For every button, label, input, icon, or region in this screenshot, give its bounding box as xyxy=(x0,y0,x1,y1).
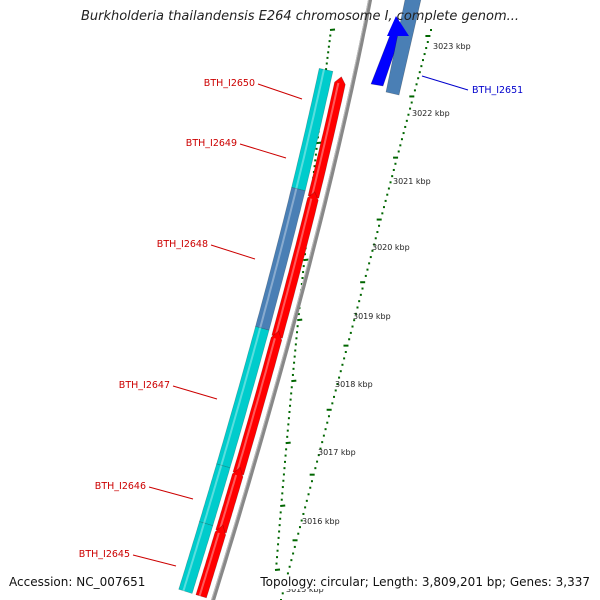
gene-label: BTH_I2647 xyxy=(119,380,170,391)
scale-ticks-layer: 3023 kbp 3022 kbp 3021 kbp 3020 kbp 3019 kbp… xyxy=(274,28,471,600)
scale-tick-label: 3021 kbp xyxy=(393,177,431,186)
scale-tick-label: 3017 kbp xyxy=(318,448,356,457)
feature-band-gloss xyxy=(182,522,206,592)
gene-leader-line xyxy=(148,486,194,500)
cds-arrow-gloss xyxy=(235,338,276,474)
scale-tick-label: 3018 kbp xyxy=(335,380,373,389)
feature-band xyxy=(178,521,214,594)
map-title: Burkholderia thailandensis E264 chromoso… xyxy=(80,9,520,24)
feature-band-gloss xyxy=(259,188,298,329)
gene-label: BTH_I2649 xyxy=(186,138,237,149)
gene-label-layer: BTH_I2651 BTH_I2650 BTH_I2649 BTH_I2648 BTH_… xyxy=(79,75,523,567)
gene-label: BTH_I2650 xyxy=(204,78,255,89)
scale-tick-label: 3015 kbp xyxy=(286,585,324,594)
scale-tick-major xyxy=(291,379,297,383)
scale-tick-major xyxy=(329,28,336,31)
gene-label: BTH_I2646 xyxy=(95,481,146,492)
backbone-highlight xyxy=(211,0,370,600)
scale-tick-major xyxy=(280,504,286,508)
gene-leader-line xyxy=(257,83,303,100)
cds-arrow-gloss xyxy=(198,532,220,597)
cds-arrow-gloss xyxy=(274,198,313,337)
gene-leader-line xyxy=(421,75,469,91)
gene-label: BTH_I2648 xyxy=(157,239,208,250)
cds-arrow-gloss xyxy=(310,82,340,197)
scale-tick-major xyxy=(303,258,309,262)
gene-label: BTH_I2645 xyxy=(79,549,130,560)
cds-arrow-gloss xyxy=(218,474,238,532)
backbone-ring xyxy=(210,0,373,600)
feature-layer xyxy=(178,0,422,600)
gene-leader-line xyxy=(172,385,218,400)
scale-tick-label: 3023 kbp xyxy=(433,42,471,51)
scale-tick-major xyxy=(297,318,303,322)
gene-leader-line xyxy=(210,244,256,260)
accession-text: Accession: NC_007651 xyxy=(9,575,146,589)
gene-label: BTH_I2651 xyxy=(472,85,523,96)
scale-tick-major xyxy=(274,568,281,571)
scale-tick-label: 3022 kbp xyxy=(412,109,450,118)
reverse-cds-arrowhead xyxy=(387,16,409,36)
gene-leader-line xyxy=(132,554,177,567)
cds-arrow xyxy=(195,524,227,599)
topology-text: Topology: circular; Length: 3,809,201 bp… xyxy=(260,575,590,589)
gene-leader-line xyxy=(239,143,287,159)
feature-band-gloss xyxy=(203,464,223,524)
feature-band-gloss xyxy=(220,327,262,466)
scale-tick-label: 3019 kbp xyxy=(353,312,391,321)
scale-tick-major xyxy=(285,441,291,445)
scale-tick-major xyxy=(316,141,322,145)
scale-tick-label: 3016 kbp xyxy=(302,517,340,526)
scale-tick-label: 3020 kbp xyxy=(372,243,410,252)
feature-band-gloss xyxy=(295,69,325,189)
reverse-feature-band xyxy=(385,0,422,96)
